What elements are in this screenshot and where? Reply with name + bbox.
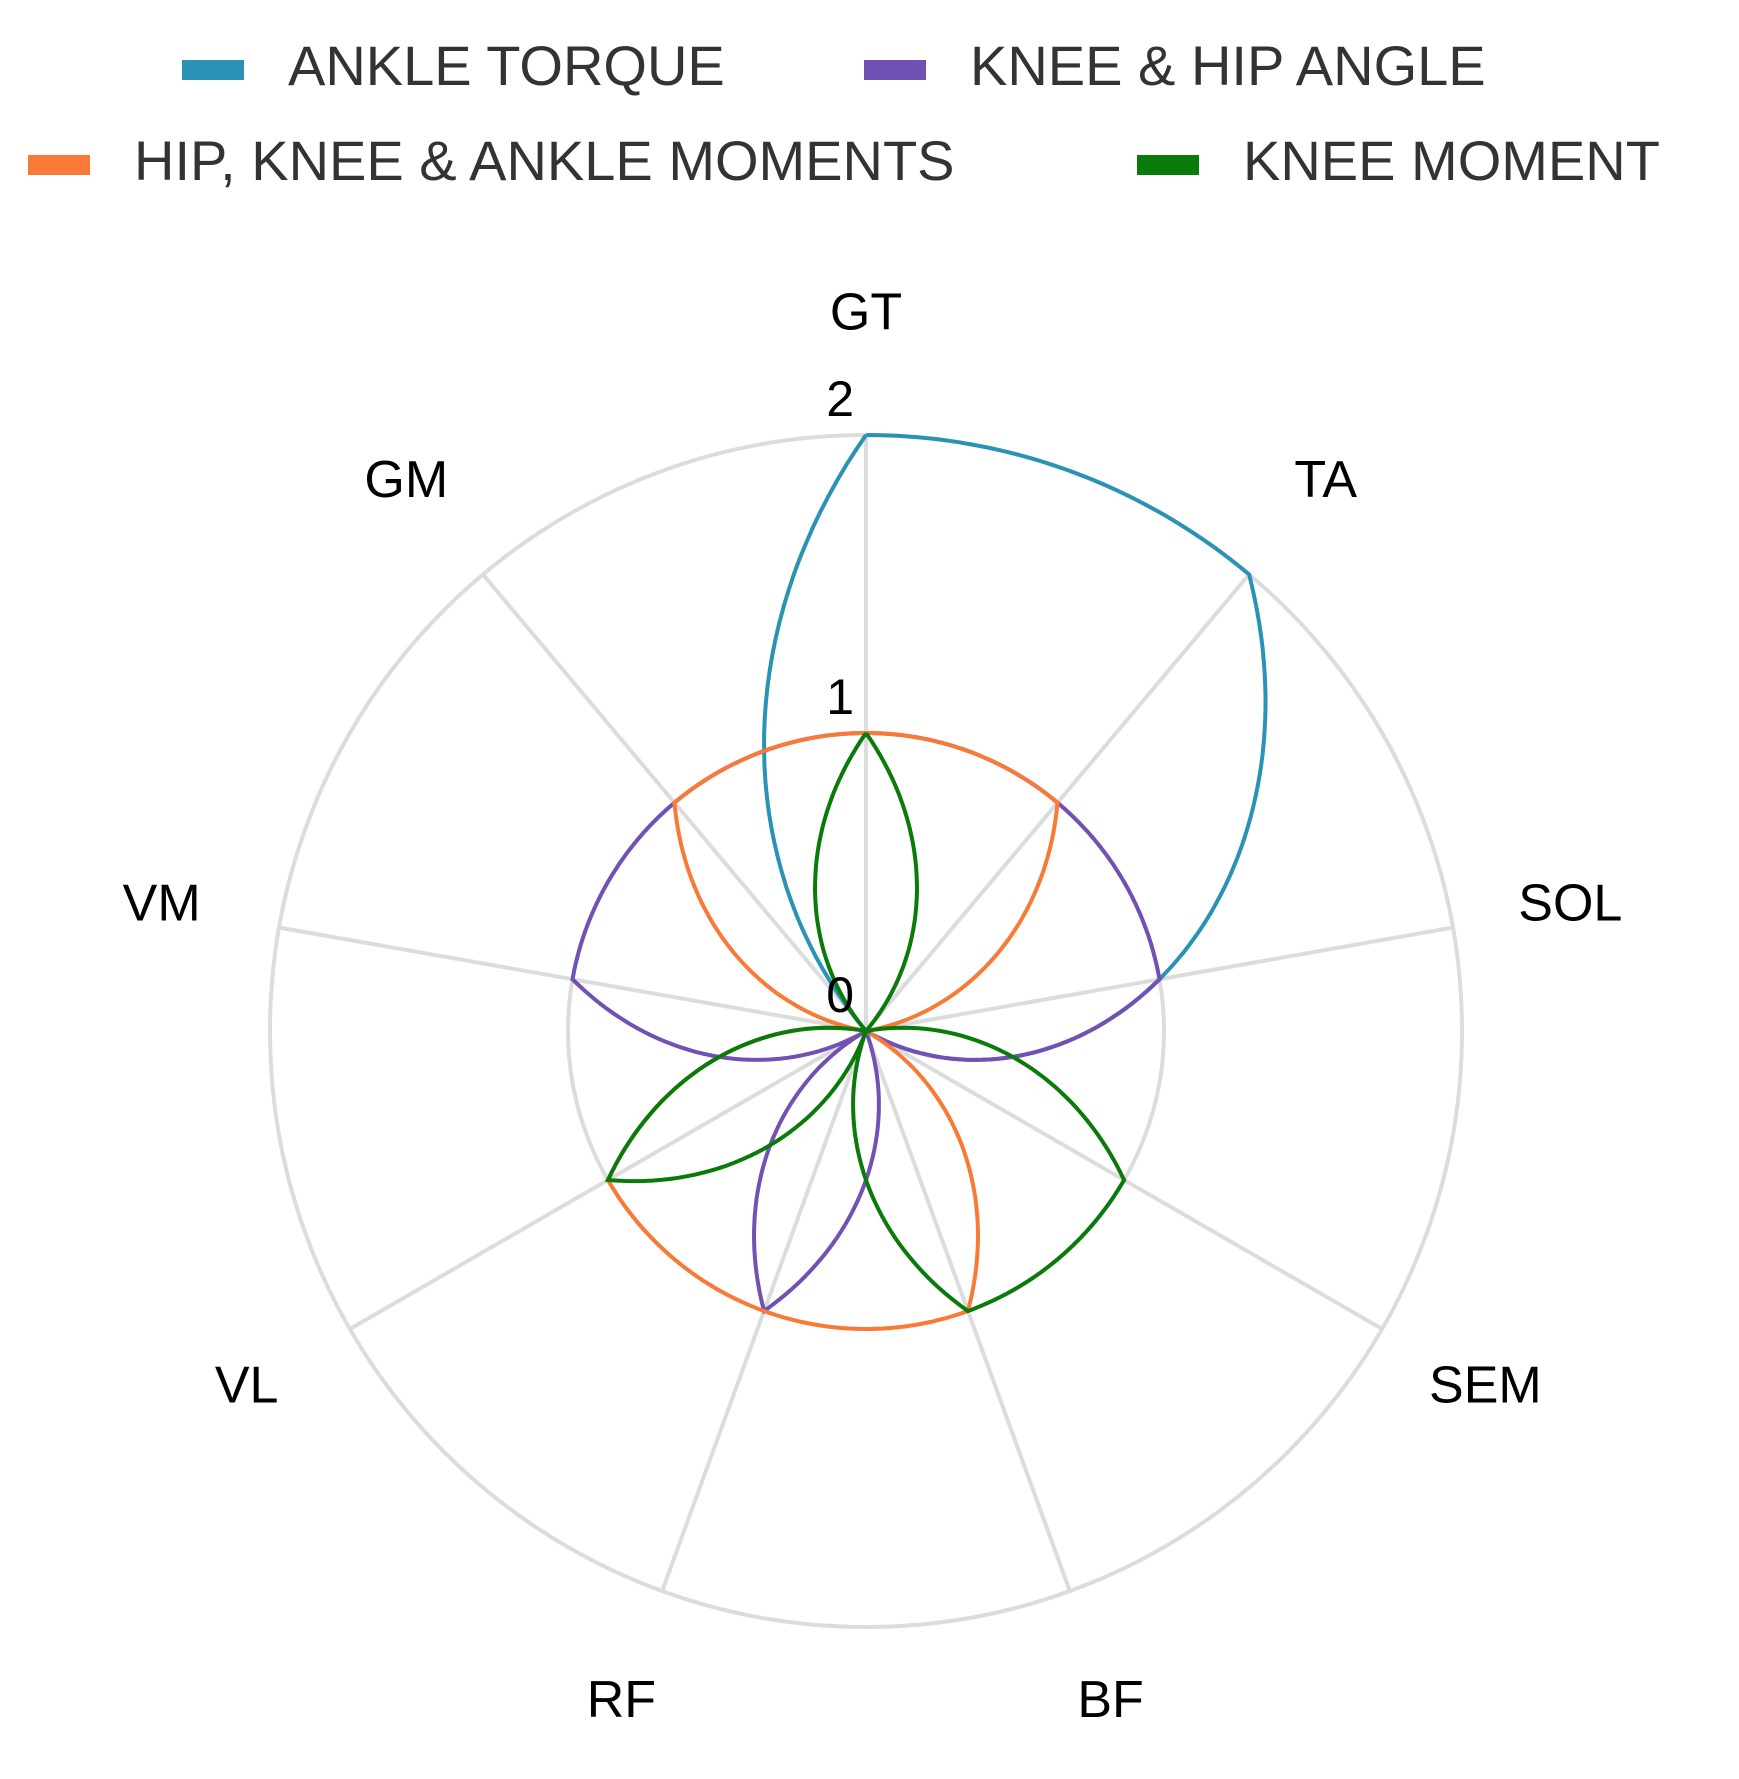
axis-label: RF	[587, 1671, 656, 1729]
legend-label: KNEE & HIP ANGLE	[970, 34, 1486, 97]
legend-swatch	[864, 60, 926, 80]
legend-label: HIP, KNEE & ANKLE MOMENTS	[134, 129, 955, 192]
axis-label: TA	[1294, 451, 1357, 509]
axis-label: SOL	[1518, 875, 1622, 933]
legend-label: KNEE MOMENT	[1243, 129, 1660, 192]
legend-label: ANKLE TORQUE	[288, 34, 725, 97]
axis-label: GM	[364, 451, 448, 509]
legend-swatch	[1137, 155, 1199, 175]
axis-label: BF	[1077, 1671, 1143, 1729]
r-tick-label: 2	[826, 371, 854, 427]
axis-label: GT	[830, 284, 902, 342]
axis-label: VL	[215, 1356, 279, 1414]
legend-swatch	[182, 60, 244, 80]
r-tick-label: 1	[826, 669, 854, 725]
r-tick-label: 0	[826, 967, 854, 1023]
series-line	[605, 731, 1060, 1331]
series-line	[762, 433, 1268, 1062]
axis-label: VM	[123, 875, 201, 933]
axis-label: SEM	[1429, 1356, 1542, 1414]
legend-swatch	[28, 155, 90, 175]
series-line	[604, 731, 1127, 1314]
